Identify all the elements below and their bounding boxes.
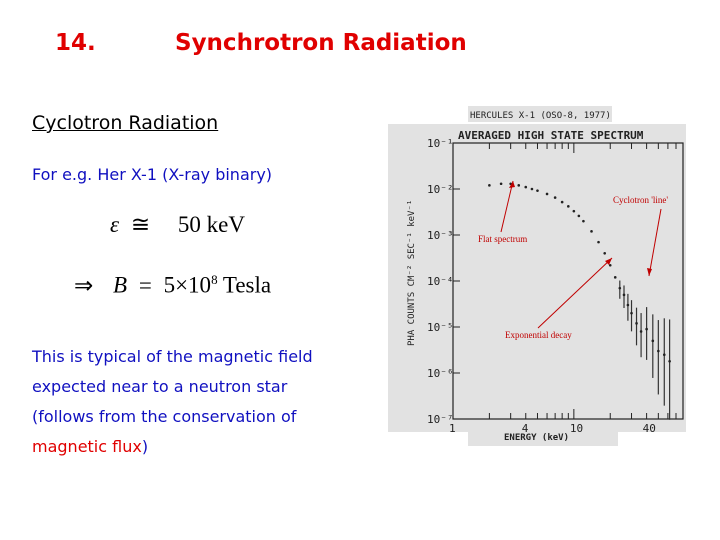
data-points: [488, 182, 671, 420]
data-point: [567, 205, 570, 208]
body-line: This is typical of the magnetic field: [32, 347, 313, 366]
data-point: [536, 189, 539, 192]
x-axis-label: ENERGY (keV): [504, 433, 569, 443]
data-point: [560, 200, 564, 204]
slide-number: 14.: [55, 30, 96, 56]
data-point: [597, 240, 600, 244]
field-exponent: 8: [211, 272, 218, 287]
data-point: [499, 182, 503, 186]
data-point: [662, 353, 666, 356]
epsilon-symbol: ε: [110, 212, 120, 237]
chart-title: AVERAGED HIGH STATE SPECTRUM: [458, 129, 644, 142]
x-tick-label: 40: [643, 422, 656, 435]
data-point: [553, 196, 557, 199]
energy-equation: ε ≅ 50 keV: [110, 212, 245, 238]
annotation-exponential-decay: Exponential decay: [505, 330, 572, 340]
y-tick-label: 10⁻⁴: [427, 275, 454, 288]
approx-symbol: ≅: [130, 212, 151, 237]
y-axis: 10⁻¹ 10⁻² 10⁻³ 10⁻⁴ 10⁻⁵ 10⁻⁶ 10⁻⁷: [427, 137, 460, 426]
arrowhead: [605, 258, 612, 265]
annotation-arrow: [648, 208, 662, 277]
energy-value: 50 keV: [177, 212, 245, 237]
data-point: [622, 293, 626, 297]
xlabel-background: [468, 424, 618, 446]
x-tick-label: 1: [449, 422, 456, 435]
data-point: [608, 263, 612, 267]
data-point: [517, 184, 521, 187]
figure-background: [388, 124, 686, 432]
spectrum-figure: HERCULES X-1 (OSO-8, 1977) AVERAGED HIGH…: [388, 106, 686, 446]
x-axis: 1 4 10 40: [449, 143, 684, 435]
data-point: [668, 359, 671, 363]
y-tick-label: 10⁻¹: [427, 137, 454, 150]
b-symbol: B: [113, 272, 128, 298]
example-text: For e.g. Her X-1 (X-ray binary): [32, 165, 273, 184]
field-equation: ⇒ B = 5×108 Tesla: [74, 272, 271, 299]
annotation-arrow: [537, 257, 613, 329]
data-point: [524, 185, 528, 189]
data-point: [590, 230, 593, 233]
slide-subtitle: Cyclotron Radiation: [32, 112, 219, 134]
annotation-flat-spectrum: Flat spectrum: [478, 234, 527, 244]
slide-title: Synchrotron Radiation: [175, 30, 467, 56]
y-tick-label: 10⁻⁷: [427, 413, 454, 426]
body-text: This is typical of the magnetic field ex…: [32, 342, 377, 462]
data-point: [577, 214, 581, 218]
arrowhead: [647, 268, 652, 276]
data-point: [651, 339, 655, 343]
y-tick-label: 10⁻²: [427, 183, 454, 196]
data-point: [572, 209, 576, 213]
y-axis-label: PHA COUNTS CM⁻² SEC⁻¹ keV⁻¹: [407, 200, 417, 346]
body-line: (follows from the conservation of: [32, 407, 297, 426]
header-background: [468, 106, 612, 122]
data-point: [613, 276, 617, 279]
body-line: expected near to a neutron star: [32, 377, 288, 396]
field-unit: Tesla: [222, 272, 272, 298]
data-point: [618, 286, 622, 290]
implies-symbol: ⇒: [74, 272, 94, 298]
data-point: [582, 219, 585, 223]
data-point: [530, 187, 534, 191]
data-point: [630, 311, 633, 315]
y-tick-label: 10⁻⁵: [427, 321, 454, 334]
equals-symbol: =: [138, 272, 152, 298]
data-point: [488, 184, 491, 187]
data-point: [639, 330, 643, 333]
annotation-cyclotron-line: Cyclotron 'line': [613, 195, 668, 205]
y-tick-label: 10⁻³: [427, 229, 454, 242]
data-point: [603, 252, 607, 255]
data-point: [645, 327, 648, 331]
body-line: magnetic flux): [32, 432, 377, 462]
closing-paren: ): [141, 437, 149, 456]
field-mantissa: 5×10: [163, 272, 212, 298]
arrowhead: [509, 181, 515, 188]
magnetic-flux-term: magnetic flux: [32, 437, 142, 456]
y-tick-label: 10⁻⁶: [427, 367, 454, 380]
chart-header: HERCULES X-1 (OSO-8, 1977): [470, 111, 611, 121]
x-tick-label: 4: [522, 422, 529, 435]
data-point: [545, 192, 549, 196]
annotation-arrow: [500, 180, 514, 233]
data-point: [635, 322, 638, 325]
x-tick-label: 10: [570, 422, 583, 435]
data-point: [626, 303, 630, 307]
data-point: [657, 349, 660, 353]
